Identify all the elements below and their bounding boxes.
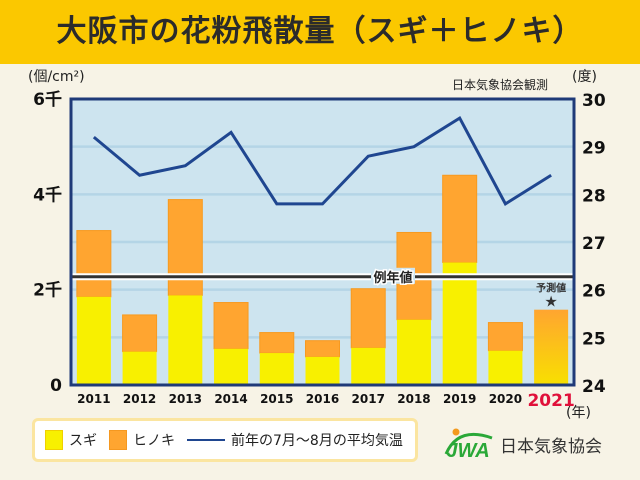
bar-hinoki-2016 [305,340,340,358]
normal-label-bg [371,267,415,284]
bar-hinoki-2019 [442,174,478,263]
bar-forecast-2021 [534,309,569,385]
x-tick-label: 2013 [169,392,202,406]
y-tick-label: 2千 [33,281,62,301]
y2-tick-label: 28 [582,186,606,206]
x-tick-label: 2019 [443,392,476,406]
y2-tick-label: 24 [582,377,606,397]
forecast-label: 予測値 [536,282,566,295]
right-axis-unit: (度) [572,69,597,85]
jwa-logo-icon: JWA [444,428,493,462]
x-axis-ticks: 2011 2012 2013 2014 2015 2016 2017 2018 2019 2020… [77,391,575,411]
bar-sugi-2012 [122,351,157,385]
bar-hinoki-2020 [487,322,523,352]
title-banner [0,0,640,64]
legend-label-hinoki: ヒノキ [133,433,175,449]
y2-tick-label: 25 [582,329,606,349]
x-tick-label: 2012 [123,392,156,406]
temperature-line-swatch [187,439,225,441]
right-axis-ticks: 24 25 26 27 28 29 30 [582,91,606,397]
y-tick-label: 4千 [33,185,62,205]
legend-item-temperature: 前年の7月〜8月の平均気温 [187,430,403,450]
normal-line-group: 例年値 [71,267,574,287]
legend-item-hinoki: ヒノキ [109,430,175,450]
svg-text:JWA: JWA [446,440,489,462]
legend-label-temperature: 前年の7月〜8月の平均気温 [231,433,403,449]
plot-frame [69,97,576,387]
x-axis-unit: (年) [566,405,591,421]
bar-hinoki-2017 [350,288,386,349]
bar-sugi-2011 [76,296,111,385]
legend: スギ ヒノキ 前年の7月〜8月の平均気温 [32,418,418,462]
x-tick-label: 2014 [214,392,247,406]
x-tick-label: 2017 [352,392,385,406]
x-tick-label: 2018 [397,392,430,406]
normal-line-label: 例年値 [373,270,412,286]
bar-sugi-2016 [305,356,340,385]
bar-sugi-2015 [259,353,294,385]
y-tick-label: 6千 [33,90,62,110]
x-tick-label: 2021 [527,391,574,411]
left-axis-unit: (個/cm²) [28,69,85,85]
bar-hinoki-2013 [167,199,203,296]
bar-sugi-2014 [214,348,249,385]
temperature-line-group [92,115,552,206]
x-tick-label: 2011 [77,392,110,406]
organization-name: 日本気象協会 [500,437,602,457]
legend-label-sugi: スギ [69,433,97,449]
y2-tick-label: 26 [582,282,606,302]
bar-hinoki-2014 [213,302,249,350]
y2-tick-label: 29 [582,139,606,159]
x-tick-label: 2015 [260,392,293,406]
legend-item-sugi: スギ [45,430,97,450]
bar-sugi-2013 [168,295,203,385]
bar-hinoki-2012 [122,314,158,353]
sugi-swatch [45,430,63,450]
x-tick-label: 2020 [489,392,522,406]
bar-hinoki-2015 [259,332,295,354]
source-note: 日本気象協会観測 [452,78,549,92]
bar-sugi-2020 [488,350,523,385]
bar-sugi-2019 [442,262,477,385]
bar-sugi-2018 [396,319,431,385]
hinoki-swatch [109,430,127,450]
y-tick-label: 0 [50,376,62,396]
bar-sugi-2017 [351,347,386,385]
bar-hinoki-2011 [76,230,112,298]
left-axis-ticks: 0 2千 4千 6千 [33,90,62,396]
x-tick-label: 2016 [306,392,339,406]
chart-title: 大阪市の花粉飛散量（スギ＋ヒノキ） [56,14,584,49]
forecast-star-icon: ★ [544,293,557,311]
y2-tick-label: 30 [582,91,606,111]
y2-tick-label: 27 [582,234,606,254]
